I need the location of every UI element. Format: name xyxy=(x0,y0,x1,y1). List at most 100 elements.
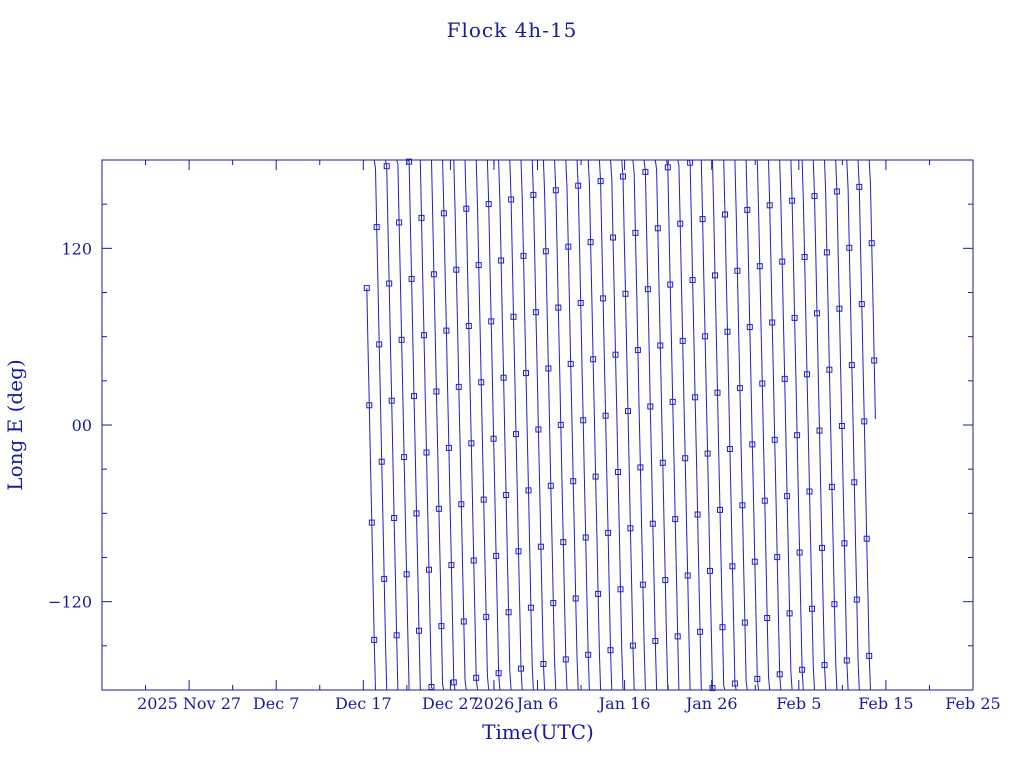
data-point xyxy=(761,497,768,504)
data-point xyxy=(518,665,524,672)
data-point xyxy=(657,342,664,349)
data-point xyxy=(373,224,380,231)
data-point xyxy=(771,436,778,443)
data-point xyxy=(485,201,492,208)
data-point xyxy=(445,444,452,451)
data-point xyxy=(786,610,793,617)
data-point xyxy=(396,219,403,226)
data-point xyxy=(789,197,796,204)
data-point xyxy=(731,680,738,687)
data-point xyxy=(480,496,487,503)
data-point xyxy=(575,182,582,189)
data-point xyxy=(540,661,547,667)
data-point xyxy=(667,281,674,288)
data-point xyxy=(508,196,515,203)
data-point xyxy=(532,309,539,316)
data-point xyxy=(814,310,820,317)
data-point xyxy=(751,558,758,565)
data-point xyxy=(620,173,626,180)
data-point xyxy=(597,178,604,185)
data-point xyxy=(637,464,644,471)
data-point xyxy=(719,624,726,631)
data-point xyxy=(458,501,465,508)
data-point xyxy=(398,336,405,343)
x-tick-label: 2026 xyxy=(474,694,515,713)
data-point xyxy=(736,385,743,392)
x-tick-label: Feb 25 xyxy=(945,694,1000,713)
data-point xyxy=(704,450,711,457)
data-point xyxy=(828,483,835,490)
data-point xyxy=(629,642,636,649)
data-point xyxy=(781,375,788,382)
x-tick-label: Dec 27 xyxy=(422,694,479,713)
data-point xyxy=(470,557,477,564)
data-point xyxy=(388,397,395,404)
data-point xyxy=(866,652,873,659)
data-point xyxy=(794,432,801,439)
data-point xyxy=(689,277,696,283)
series-line xyxy=(366,159,876,691)
data-point xyxy=(764,615,771,621)
data-point xyxy=(644,286,651,293)
data-point xyxy=(702,333,709,340)
data-point xyxy=(726,446,733,452)
data-point xyxy=(413,510,420,517)
x-tick-label: Jan 26 xyxy=(684,694,738,713)
data-point xyxy=(776,671,783,678)
data-point xyxy=(366,402,373,409)
data-point xyxy=(450,679,457,686)
data-point xyxy=(423,449,430,456)
data-point xyxy=(779,258,786,265)
x-tick-label: Feb 15 xyxy=(858,694,913,713)
x-tick-label: 2025 Nov 27 xyxy=(137,694,241,713)
data-point xyxy=(463,205,470,212)
data-point xyxy=(739,502,746,509)
data-point xyxy=(836,305,843,312)
data-point xyxy=(664,164,671,171)
data-point xyxy=(819,544,825,551)
data-point xyxy=(510,313,517,320)
data-point xyxy=(669,398,676,405)
data-point xyxy=(498,257,505,264)
data-point xyxy=(712,272,718,279)
data-point xyxy=(468,440,475,447)
data-point xyxy=(545,365,552,372)
data-point xyxy=(724,328,731,335)
data-point xyxy=(741,619,748,626)
data-point xyxy=(707,567,713,574)
data-point xyxy=(430,271,437,278)
data-point xyxy=(868,240,875,247)
data-point xyxy=(853,596,860,603)
y-axis-label: Long E (deg) xyxy=(3,359,27,490)
data-point xyxy=(443,327,450,334)
data-point xyxy=(433,388,440,395)
chart-title: Flock 4h-15 xyxy=(447,18,578,42)
data-point xyxy=(610,234,616,241)
data-point xyxy=(672,516,679,523)
data-point xyxy=(717,506,723,513)
x-tick-label: Jan 16 xyxy=(597,694,651,713)
data-point xyxy=(580,417,587,424)
data-point xyxy=(513,431,519,438)
data-point xyxy=(796,549,803,556)
data-point xyxy=(799,666,806,673)
data-point xyxy=(649,520,656,527)
data-point xyxy=(391,515,398,521)
data-point xyxy=(674,633,681,640)
data-point xyxy=(592,473,599,480)
data-point xyxy=(488,318,495,325)
data-point xyxy=(809,605,815,612)
data-point xyxy=(833,188,840,195)
data-point xyxy=(406,158,413,165)
data-point xyxy=(684,572,691,579)
data-point xyxy=(460,618,467,625)
data-point xyxy=(550,600,557,607)
data-point xyxy=(523,370,529,377)
data-point xyxy=(500,374,507,381)
data-point xyxy=(438,623,445,630)
data-point xyxy=(525,487,532,494)
data-point xyxy=(622,290,629,297)
data-point xyxy=(483,613,490,620)
data-point xyxy=(393,632,400,639)
data-point xyxy=(567,360,574,367)
